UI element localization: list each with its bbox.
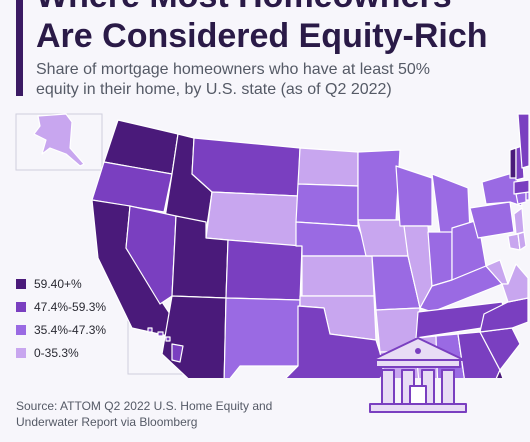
state-ak — [33, 113, 85, 167]
state-nv — [125, 205, 177, 305]
legend-label: 47.4%-59.3% — [34, 300, 107, 314]
state-nc — [479, 297, 529, 333]
legend-item-upper-mid: 47.4%-59.3% — [16, 297, 106, 317]
state-wy — [205, 191, 299, 247]
legend-label: 0-35.3% — [34, 346, 79, 360]
state-fl — [495, 369, 504, 378]
legend-item-bottom: 0-35.3% — [16, 343, 106, 363]
state-pa — [469, 201, 515, 239]
subtitle-line-2: equity in their home, by U.S. state (as … — [36, 81, 392, 98]
legend-swatch — [16, 348, 26, 358]
legend-swatch — [16, 279, 26, 289]
state-va — [501, 263, 529, 303]
state-tx — [285, 305, 387, 378]
map-legend: 59.40+% 47.4%-59.3% 35.4%-47.3% 0-35.3% — [16, 274, 106, 366]
state-mn — [357, 149, 401, 221]
state-de — [517, 231, 527, 251]
state-ri — [525, 191, 530, 201]
source-note: Source: ATTOM Q2 2022 U.S. Home Equity a… — [16, 398, 336, 430]
us-choropleth-map — [15, 113, 530, 378]
legend-swatch — [16, 302, 26, 312]
legend-label: 59.40+% — [34, 277, 82, 291]
source-line-1: Source: ATTOM Q2 2022 U.S. Home Equity a… — [16, 399, 273, 413]
subtitle-line-1: Share of mortgage homeowners who have at… — [36, 61, 431, 78]
state-me — [517, 113, 530, 169]
state-nm — [223, 297, 301, 378]
state-nj — [513, 207, 525, 235]
state-sd — [295, 183, 359, 227]
state-ga — [457, 331, 501, 378]
legend-item-top: 59.40+% — [16, 274, 106, 294]
state-in — [427, 231, 453, 287]
legend-swatch — [16, 325, 26, 335]
state-hi — [147, 327, 184, 363]
state-nd — [297, 147, 359, 187]
state-wi — [395, 165, 433, 227]
accent-bar — [16, 0, 23, 96]
page-title: Where Most Homeowners Are Considered Equ… — [36, 0, 488, 56]
legend-label: 35.4%-47.3% — [34, 323, 107, 337]
title-line-1: Where Most Homeowners — [36, 0, 452, 15]
state-or — [91, 161, 173, 213]
state-ma — [513, 179, 530, 195]
state-co — [225, 239, 303, 301]
title-line-2: Are Considered Equity-Rich — [36, 17, 488, 55]
state-vt — [509, 147, 517, 179]
state-ne — [295, 221, 371, 257]
state-az — [161, 295, 227, 378]
source-line-2: Underwater Report via Bloomberg — [16, 415, 198, 429]
legend-item-lower-mid: 35.4%-47.3% — [16, 320, 106, 340]
page-subtitle: Share of mortgage homeowners who have at… — [36, 60, 506, 100]
state-ks — [301, 255, 375, 297]
bank-building-icon — [369, 337, 467, 413]
state-mt — [191, 137, 301, 197]
